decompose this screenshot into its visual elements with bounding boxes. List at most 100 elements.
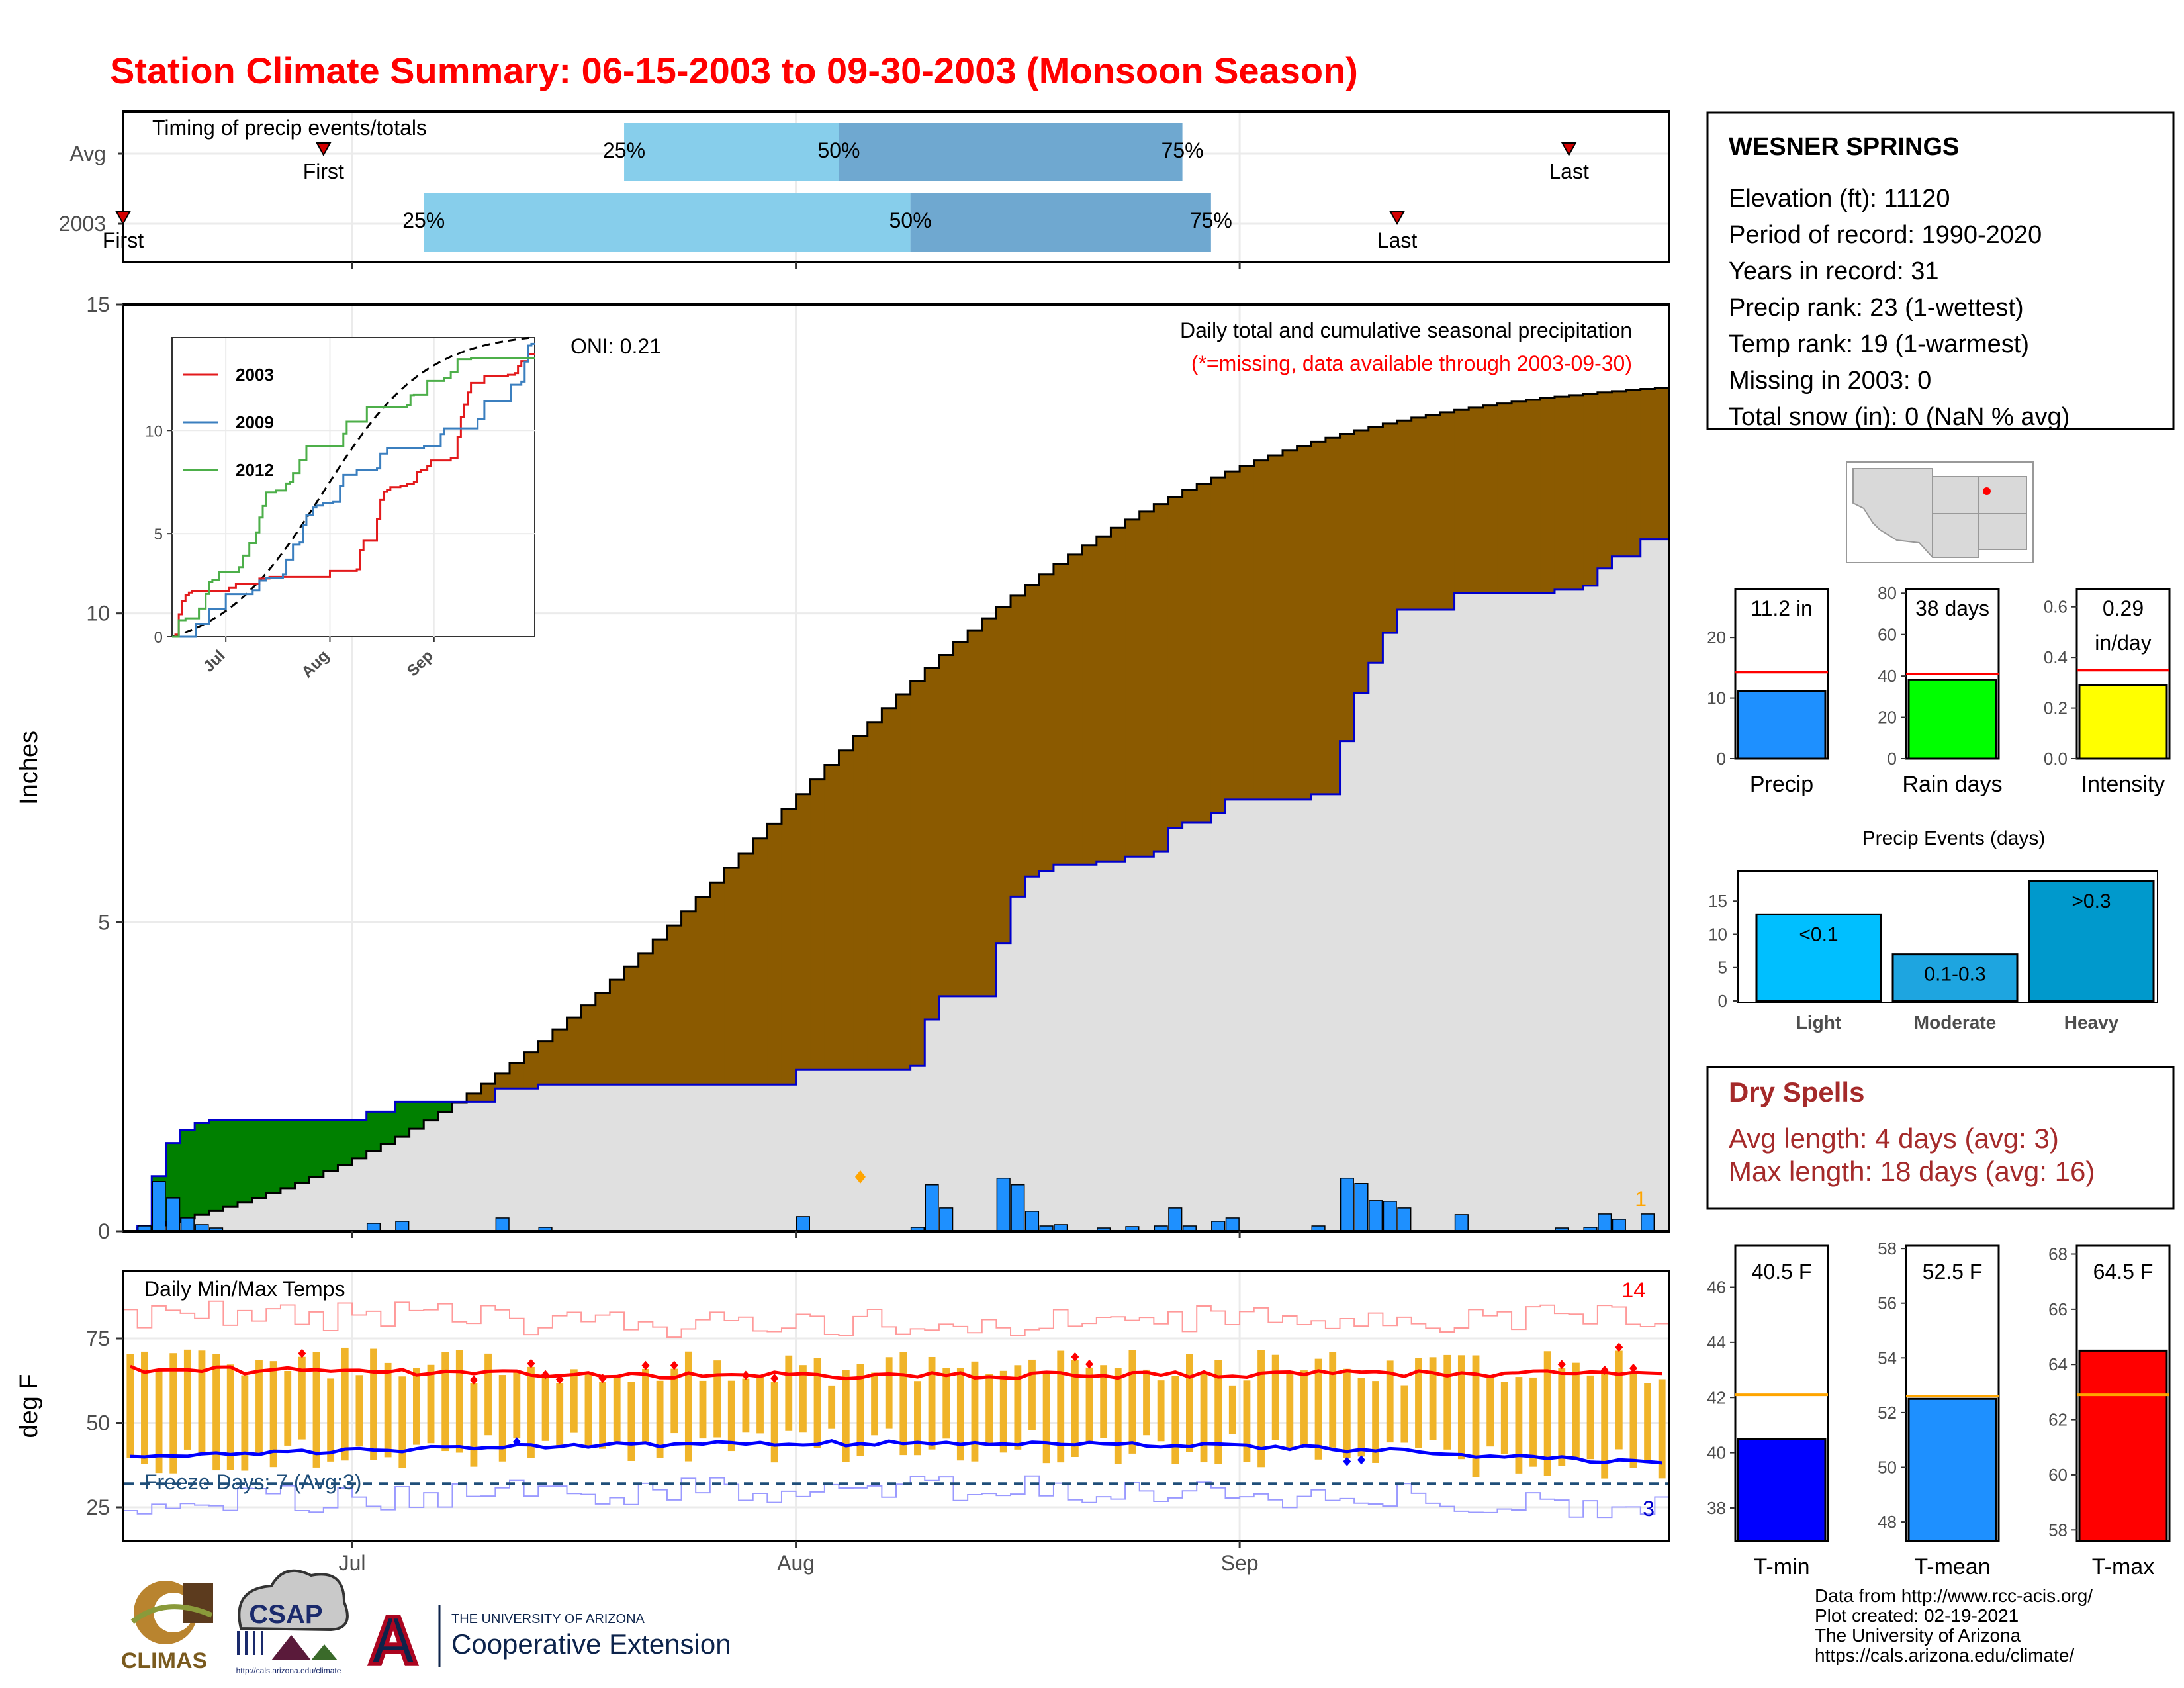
timing-label-50: 50%: [817, 138, 860, 162]
daily-precip-bar: [495, 1217, 510, 1232]
daily-precip-bar: [1397, 1207, 1412, 1232]
summary-bar-tick-label: 58: [1878, 1239, 1897, 1258]
precip-deficit-step: [538, 1041, 553, 1085]
daily-temp-range-bar: [670, 1368, 678, 1434]
avg-min-temp-line: [130, 1438, 1662, 1465]
precip-deficit-step: [867, 722, 882, 1070]
daily-temp-range-bar: [427, 1364, 435, 1444]
record-high-marker: [1071, 1352, 1079, 1362]
events-bar-heavy: >0.3 Heavy: [2028, 880, 2155, 1033]
events-bar: [1891, 953, 2019, 1002]
summary-bar-name: T-mean: [1914, 1554, 1990, 1579]
record-low-marker: [1357, 1455, 1365, 1465]
daily-temp-range-bar: [1529, 1377, 1537, 1467]
daily-temp-range-bar: [341, 1347, 349, 1461]
precip-surplus-step: [394, 1102, 410, 1137]
record-high-marker: [1629, 1363, 1637, 1373]
station-name: WESNER SPRINGS: [1729, 133, 1959, 161]
ua-block-a: A: [368, 1603, 418, 1679]
daily-temp-range-bar: [513, 1370, 521, 1439]
daily-temp-range-bar: [1057, 1350, 1065, 1463]
daily-temp-range-bar: [1085, 1367, 1093, 1444]
station-info-line: Elevation (ft): 11120: [1729, 185, 1950, 212]
record-high-marker: [1085, 1359, 1093, 1369]
precip-missing-note: (*=missing, data available through 2003-…: [1191, 352, 1632, 375]
precip-deficit-step: [1540, 398, 1555, 593]
summary-bar-tick-label: 58: [2048, 1520, 2068, 1540]
summary-bar-tick-label: 0.0: [2044, 749, 2068, 769]
precip-deficit-step: [1411, 417, 1426, 610]
precip-deficit-step: [1039, 574, 1054, 872]
precip-deficit-step: [1612, 391, 1627, 557]
daily-precip-bar: [1340, 1177, 1354, 1232]
daily-temp-range-bar: [1372, 1381, 1379, 1463]
timing-label-last: Last: [1549, 160, 1589, 183]
inset-series-line-2009: [172, 342, 535, 638]
daily-temp-range-bar: [1257, 1350, 1265, 1468]
summary-bar-name: Intensity: [2081, 772, 2165, 797]
summary-bar-unit-label: in/day: [2095, 631, 2151, 655]
daily-temp-range-bar: [1014, 1365, 1022, 1450]
events-bar-moderate: 0.1-0.3 Moderate: [1891, 953, 2019, 1033]
precip-y-tick-label: 0: [98, 1219, 110, 1243]
precip-deficit-step: [1197, 483, 1212, 823]
precip-y-tick-label: 15: [86, 293, 110, 316]
precip-deficit-step: [681, 911, 696, 1085]
precip-deficit-step: [1082, 545, 1097, 865]
summary-bar-chart-precip: 0 10 20 11.2 in Precip: [1707, 588, 1829, 797]
events-y-tick-label: 0: [1718, 991, 1727, 1011]
daily-temp-range-bar: [1314, 1358, 1322, 1460]
precip-deficit-step: [1182, 490, 1197, 823]
daily-precip-bar: [1369, 1200, 1383, 1232]
precip-deficit-step: [1482, 405, 1498, 593]
record-high-marker: [1600, 1365, 1609, 1375]
precip-surplus-step: [366, 1111, 381, 1152]
dry-spells-max: Max length: 18 days (avg: 16): [1729, 1156, 2095, 1187]
climas-text: CLIMAS: [121, 1648, 207, 1673]
precip-deficit-step: [1626, 390, 1641, 557]
daily-precip-bar: [166, 1197, 181, 1232]
timing-marker-last: [1561, 142, 1577, 157]
precip-surplus-step: [309, 1119, 324, 1178]
timing-title: Timing of precip events/totals: [152, 116, 427, 140]
daily-temp-range-bar: [556, 1382, 564, 1449]
precip-deficit-step: [1024, 585, 1040, 877]
precip-deficit-step: [896, 694, 911, 1070]
precip-deficit-step: [1253, 460, 1269, 800]
daily-precip-bar: [1454, 1214, 1469, 1232]
temp-y-axis-label: deg F: [15, 1374, 43, 1438]
daily-temp-range-bar: [799, 1365, 807, 1433]
precip-deficit-step: [996, 606, 1011, 943]
daily-temp-range-bar: [398, 1376, 406, 1469]
precip-deficit-step: [1454, 410, 1469, 593]
precip-deficit-step: [610, 980, 625, 1085]
daily-temp-range-bar: [1200, 1372, 1208, 1463]
timing-box-50-75: [910, 193, 1211, 252]
precip-surplus-step: [223, 1119, 238, 1207]
record-low-marker: [1343, 1456, 1351, 1466]
events-y-tick-label: 5: [1718, 958, 1727, 978]
summary-bar-value-label: 64.5 F: [2093, 1260, 2154, 1284]
timing-label-50: 50%: [889, 209, 932, 232]
daily-precip-bar: [1612, 1219, 1626, 1232]
avg-max-temp-line: [129, 1364, 1662, 1381]
summary-bar-tick-label: 62: [2048, 1410, 2068, 1430]
daily-temp-range-bar: [370, 1348, 377, 1460]
precip-surplus-step: [352, 1119, 367, 1158]
daily-temp-range-bar: [1243, 1380, 1251, 1462]
summary-bar-chart-rain-days: 0 20 40 60 80 38 days Rain days: [1878, 583, 2003, 797]
daily-precip-bar: [1211, 1221, 1226, 1232]
summary-bar-tick-label: 0.2: [2044, 698, 2068, 718]
daily-temp-range-bar: [1157, 1380, 1165, 1442]
daily-temp-range-bar: [999, 1370, 1007, 1453]
precip-deficit-step: [767, 823, 782, 1085]
daily-temp-range-bar: [1071, 1360, 1079, 1458]
daily-temp-range-bar: [1386, 1360, 1394, 1443]
daily-precip-bar: [152, 1181, 166, 1232]
summary-bar-value: [2078, 684, 2168, 760]
daily-temp-range-bar: [727, 1380, 735, 1452]
precip-deficit-step: [709, 882, 725, 1085]
timing-label-25: 25%: [603, 138, 645, 162]
precip-surplus-step: [251, 1119, 267, 1198]
